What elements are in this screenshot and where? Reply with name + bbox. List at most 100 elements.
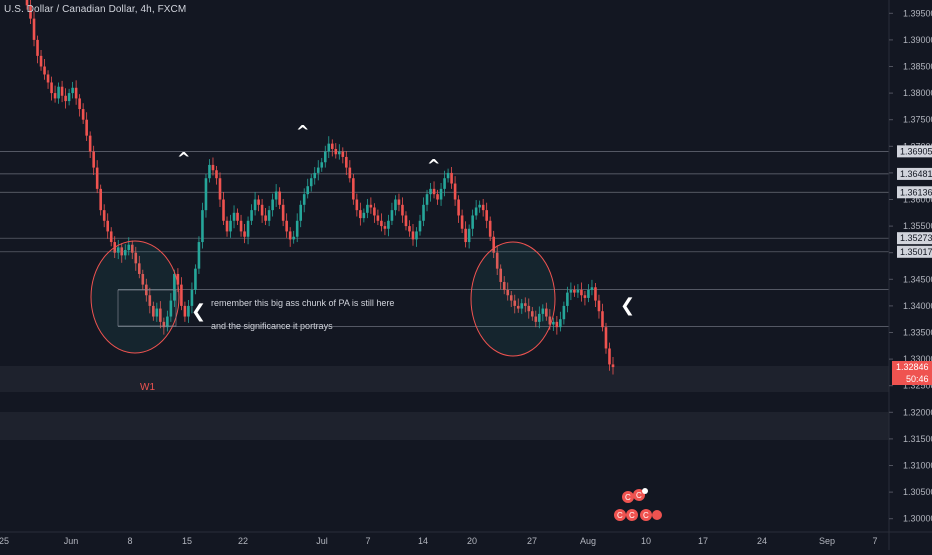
candle-body — [215, 170, 218, 179]
price-tick-label: 1.30500 — [903, 487, 932, 497]
candle-body — [271, 199, 274, 211]
candle-body — [530, 311, 534, 317]
candle-body — [25, 0, 29, 6]
price-tick-label: 1.38000 — [903, 88, 932, 98]
candle-body — [74, 87, 78, 99]
candle-body — [559, 319, 562, 328]
event-badge-2[interactable] — [633, 489, 645, 501]
candle-body — [380, 220, 383, 227]
candle-body — [50, 82, 53, 94]
candle-body — [590, 287, 594, 290]
event-badge-4[interactable] — [626, 509, 638, 521]
candle-body — [285, 220, 288, 232]
candle-body — [499, 268, 503, 282]
candle-body — [467, 228, 471, 243]
candle-body — [218, 178, 222, 200]
candle-body — [306, 186, 310, 195]
price-tick-label: 1.36000 — [903, 195, 932, 205]
candle-body — [190, 289, 194, 306]
time-tick-label: 7 — [872, 536, 877, 546]
time-tick-label: Sep — [819, 536, 835, 546]
candle-body — [422, 204, 425, 221]
price-tick-label: 1.31500 — [903, 434, 932, 444]
candle-body — [562, 305, 566, 320]
candle-body — [432, 188, 436, 195]
event-badge-5[interactable] — [640, 509, 652, 521]
time-tick-label: Aug — [580, 536, 596, 546]
economic-events[interactable]: C C C C C — [614, 488, 662, 521]
candle-body — [180, 284, 183, 306]
candle-body — [608, 348, 611, 365]
candle-body — [362, 212, 366, 219]
price-tick-label: 1.32500 — [903, 381, 932, 391]
price-tick-label: 1.32000 — [903, 407, 932, 417]
candle-body — [208, 164, 211, 179]
event-badge-3[interactable] — [614, 509, 626, 521]
event-badge-6[interactable] — [652, 510, 662, 520]
price-tick-label: 1.33000 — [903, 354, 932, 364]
time-tick-label: 27 — [527, 536, 537, 546]
candle-body — [443, 178, 446, 189]
candle-body — [39, 55, 43, 67]
candle-body — [481, 204, 485, 211]
candle-body — [541, 308, 545, 314]
candle-body — [513, 300, 517, 306]
candle-body — [330, 143, 334, 149]
time-tick-label: 14 — [418, 536, 428, 546]
candle-body — [429, 188, 432, 195]
candle-body — [394, 199, 397, 211]
candle-body — [253, 199, 257, 211]
candle-body — [397, 199, 401, 205]
candle-body — [176, 273, 180, 285]
candle-body — [523, 303, 527, 306]
candle-body — [604, 327, 608, 349]
candle-body — [309, 178, 313, 187]
candle-body — [134, 252, 138, 264]
candle-body — [509, 295, 513, 301]
candle-body — [127, 244, 131, 251]
candle-body — [78, 98, 81, 110]
candle-body — [292, 236, 295, 240]
candle-body — [152, 305, 155, 317]
candle-body — [43, 66, 46, 75]
candle-body — [597, 300, 601, 312]
level-price-label: 1.36905 — [900, 146, 932, 156]
candle-body — [225, 220, 229, 232]
candle-body — [204, 178, 208, 211]
candle-body — [99, 188, 102, 211]
candle-body — [341, 151, 345, 157]
candle-body — [32, 18, 36, 40]
time-axis[interactable]: 25 Jun 8 15 22 Jul 7 14 20 27 Aug 10 17 24 Sep 7 — [0, 536, 878, 546]
event-badge-1[interactable] — [622, 491, 634, 503]
candle-body — [211, 164, 215, 171]
candle-body — [566, 292, 569, 306]
candlestick-series — [25, 0, 615, 375]
candle-body — [366, 204, 369, 213]
time-tick-label: 17 — [698, 536, 708, 546]
highlight-circle-right — [470, 241, 556, 357]
candle-body — [545, 308, 548, 317]
candle-body — [302, 194, 306, 205]
candle-body — [316, 167, 320, 173]
candle-body — [583, 295, 587, 298]
countdown-label: 50:46 — [906, 374, 929, 384]
current-price-badge — [892, 361, 932, 373]
price-tick-label: 1.34000 — [903, 301, 932, 311]
candle-body — [106, 220, 110, 232]
candle-body — [376, 215, 380, 221]
candle-body — [236, 212, 239, 221]
level-price-badge — [897, 145, 932, 158]
symbol-title[interactable]: U.S. Dollar / Canadian Dollar, 4h, FXCM — [4, 4, 187, 15]
candle-body — [471, 215, 474, 229]
candle-body — [502, 281, 506, 290]
price-tick-label: 1.31000 — [903, 461, 932, 471]
time-tick-label: 8 — [127, 536, 132, 546]
time-tick-label: 20 — [467, 536, 477, 546]
level-price-label: 1.35273 — [900, 233, 932, 243]
candle-body — [520, 303, 524, 309]
candle-body — [95, 167, 99, 189]
price-tick-label: 1.38500 — [903, 62, 932, 72]
candle-body — [194, 268, 197, 290]
